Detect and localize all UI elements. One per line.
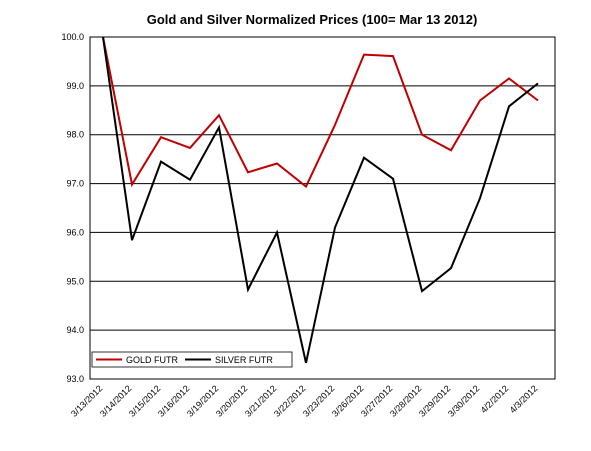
y-tick-label: 99.0 xyxy=(66,81,84,91)
y-tick-label: 100.0 xyxy=(61,32,84,42)
y-tick-label: 93.0 xyxy=(66,374,84,384)
x-axis-tick-labels: 3/13/20123/14/20123/15/20123/16/20123/19… xyxy=(69,383,539,418)
series-line-silver xyxy=(102,36,539,364)
series-lines xyxy=(102,36,539,364)
y-axis-tick-labels: 93.0 94.0 95.0 96.0 97.0 98.0 99.0 100.0 xyxy=(61,32,84,384)
legend: GOLD FUTR SILVER FUTR xyxy=(91,351,293,368)
y-tick-label: 95.0 xyxy=(66,276,84,286)
plot-border xyxy=(89,36,556,380)
x-tick-label: 4/3/2012 xyxy=(508,383,540,415)
x-tick-label: 4/2/2012 xyxy=(479,383,511,415)
plot-area xyxy=(90,37,555,379)
chart-title: Gold and Silver Normalized Prices (100= … xyxy=(147,12,478,27)
y-tick-label: 97.0 xyxy=(66,179,84,189)
x-tick-label: 3/30/2012 xyxy=(446,383,481,418)
legend-label: GOLD FUTR xyxy=(126,355,179,365)
y-tick-label: 94.0 xyxy=(66,325,84,335)
legend-label: SILVER FUTR xyxy=(215,355,273,365)
y-tick-label: 98.0 xyxy=(66,130,84,140)
series-line-gold xyxy=(102,36,539,189)
y-tick-label: 96.0 xyxy=(66,227,84,237)
